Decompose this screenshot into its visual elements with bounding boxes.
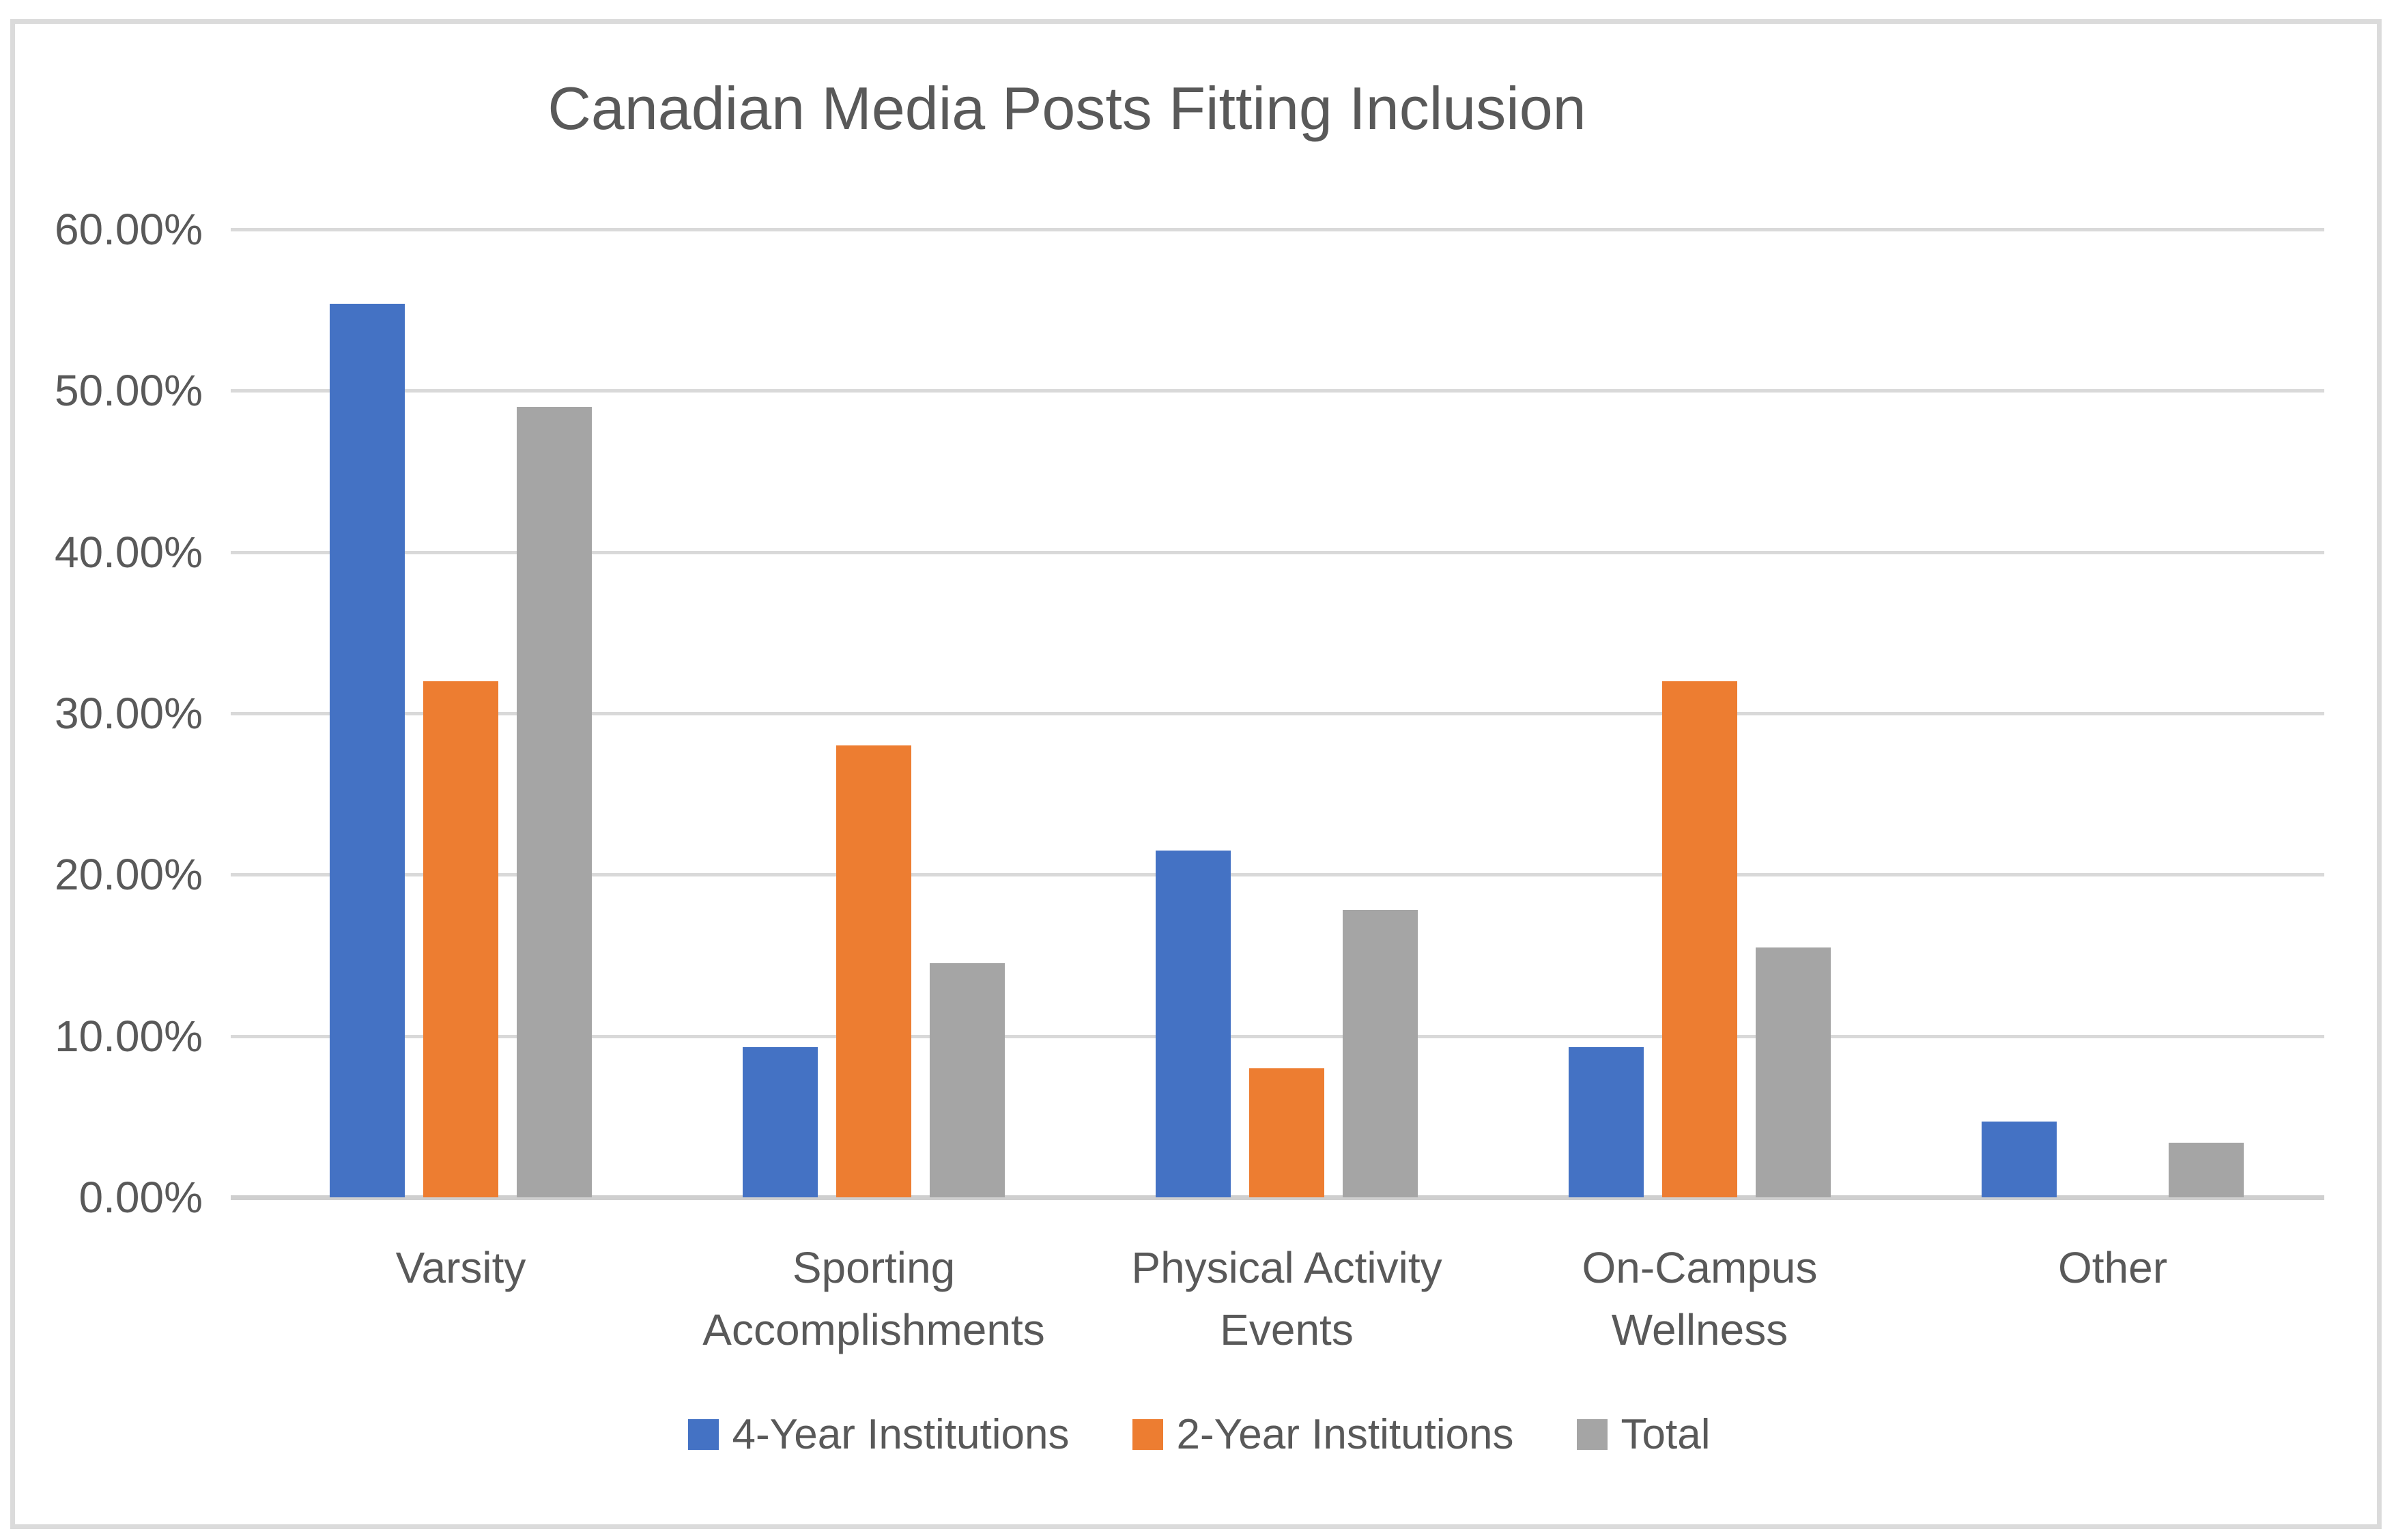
bar-total	[930, 963, 1005, 1197]
bar-total	[2169, 1143, 2244, 1197]
category-label: Sporting Accomplishments	[702, 1243, 1045, 1354]
category-label: Other	[2057, 1243, 2168, 1292]
chart-border-frame	[10, 19, 2382, 1529]
y-axis-tick-label: 10.00%	[54, 1012, 203, 1061]
bar-4-year-institutions	[1156, 851, 1231, 1197]
y-axis-tick-label: 40.00%	[54, 528, 203, 577]
y-axis-tick-label: 30.00%	[54, 689, 203, 738]
gridline	[231, 873, 2324, 876]
bar-4-year-institutions	[743, 1047, 818, 1197]
y-axis-tick-label: 20.00%	[54, 850, 203, 899]
legend-label: Total	[1621, 1411, 1711, 1458]
bar-2-year-institutions	[836, 745, 911, 1197]
category-label: Varsity	[395, 1243, 526, 1292]
legend-item: Total	[1576, 1410, 1711, 1459]
legend: 4-Year Institutions 2-Year Institutions To…	[0, 1410, 2398, 1459]
legend-item: 2-Year Institutions	[1132, 1410, 1514, 1459]
bar-total	[1343, 910, 1418, 1197]
bar-4-year-institutions	[330, 304, 405, 1197]
category-label: On-Campus Wellness	[1582, 1243, 1818, 1354]
gridline	[231, 712, 2324, 715]
y-axis-tick-label: 50.00%	[54, 366, 203, 415]
legend-swatch-icon	[1576, 1419, 1608, 1450]
legend-swatch-icon	[687, 1419, 719, 1450]
legend-label: 4-Year Institutions	[732, 1411, 1070, 1458]
legend-swatch-icon	[1132, 1419, 1163, 1450]
gridline	[231, 1035, 2324, 1038]
legend-item: 4-Year Institutions	[687, 1410, 1070, 1459]
bar-total	[1756, 947, 1831, 1197]
bar-total	[517, 407, 592, 1197]
legend-label: 2-Year Institutions	[1176, 1411, 1514, 1458]
bar-2-year-institutions	[1249, 1068, 1324, 1197]
y-axis-tick-label: 0.00%	[78, 1173, 203, 1222]
gridline	[231, 389, 2324, 393]
bar-4-year-institutions	[1982, 1122, 2057, 1197]
bar-2-year-institutions	[1662, 681, 1737, 1197]
category-label: Physical Activity Events	[1131, 1243, 1442, 1354]
x-axis-line	[231, 1195, 2324, 1200]
bar-4-year-institutions	[1569, 1047, 1644, 1197]
gridline	[231, 551, 2324, 554]
bar-2-year-institutions	[423, 681, 498, 1197]
y-axis-tick-label: 60.00%	[54, 205, 203, 254]
chart-title: Canadian Media Posts Fitting Inclusion	[547, 74, 1586, 142]
gridline	[231, 228, 2324, 231]
